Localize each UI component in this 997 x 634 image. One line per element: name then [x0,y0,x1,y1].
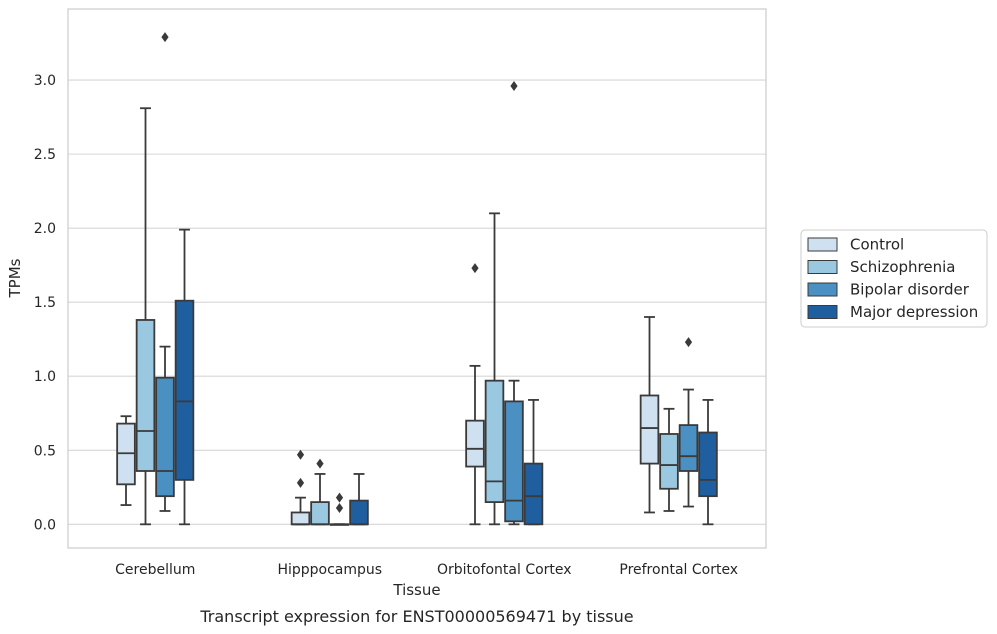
legend-label: Control [850,236,904,254]
box [698,431,718,498]
y-tick-label: 0.0 [34,517,56,533]
box [310,501,330,526]
legend-swatch [807,260,838,274]
box-group [659,407,679,512]
y-tick-label: 1.0 [34,369,56,385]
box-group [484,212,505,526]
outlier-point [335,492,344,503]
y-tick-label: 2.5 [34,147,56,163]
chart-caption: Transcript expression for ENST0000056947… [199,607,633,626]
y-tick-label: 3.0 [34,73,56,89]
box [484,379,505,503]
box-group [465,263,485,526]
box [174,299,195,481]
box [523,462,544,526]
box-group [639,316,660,514]
x-tick-label: Prefrontal Cortex [619,562,738,578]
outlier-point [335,503,344,514]
x-axis-title: Tissue [392,581,440,599]
y-axis-ticks: 0.0 0.5 1.0 1.5 2.0 2.5 3.0 [34,73,56,533]
outlier-point [510,81,518,91]
box [465,419,485,468]
box-group [174,228,195,526]
x-tick-label: Orbitofontal Cortex [437,562,572,578]
legend-label: Schizophrenia [850,258,955,276]
box-group [523,399,544,526]
box [678,424,699,472]
box-group [310,458,330,526]
box [135,319,156,472]
box-plot-marks [116,32,718,526]
box-group [349,473,369,526]
box [504,400,524,523]
plot-area-frame [67,8,767,549]
x-axis-ticks: Cerebellum Hipppocampus Orbitofontal Corte… [115,562,738,578]
legend-label: Bipolar disorder [850,281,970,299]
box [349,499,369,526]
outlier-point [471,263,479,274]
y-tick-label: 0.5 [34,443,56,459]
legend-swatch [807,237,838,252]
outlier-point [296,449,305,460]
legend-label: Major depression [850,303,978,321]
outlier-point [161,32,169,43]
y-tick-label: 2.0 [34,221,56,237]
box [155,376,175,498]
x-tick-label: Cerebellum [115,562,195,578]
legend: Control Schizophrenia Bipolar disorder Majo… [800,229,988,328]
box [659,433,679,490]
legend-swatch [807,305,838,319]
box-group [155,32,175,512]
box-group [290,449,311,526]
legend-items: Control Schizophrenia Bipolar disorder Majo… [807,236,978,321]
legend-frame [800,229,988,328]
box-group [678,337,699,508]
outlier-point [316,458,324,469]
y-tick-label: 1.5 [34,295,56,311]
outlier-point [684,337,693,348]
box [290,511,311,526]
box-group [116,415,136,506]
box-group [329,492,350,526]
box-group [135,107,156,526]
outlier-point [296,477,305,488]
box-group [504,81,524,526]
legend-swatch [807,282,838,297]
box [639,394,660,465]
box-group [698,399,718,526]
x-tick-label: Hipppocampus [277,562,382,578]
y-axis-title: TPMs [6,258,24,298]
